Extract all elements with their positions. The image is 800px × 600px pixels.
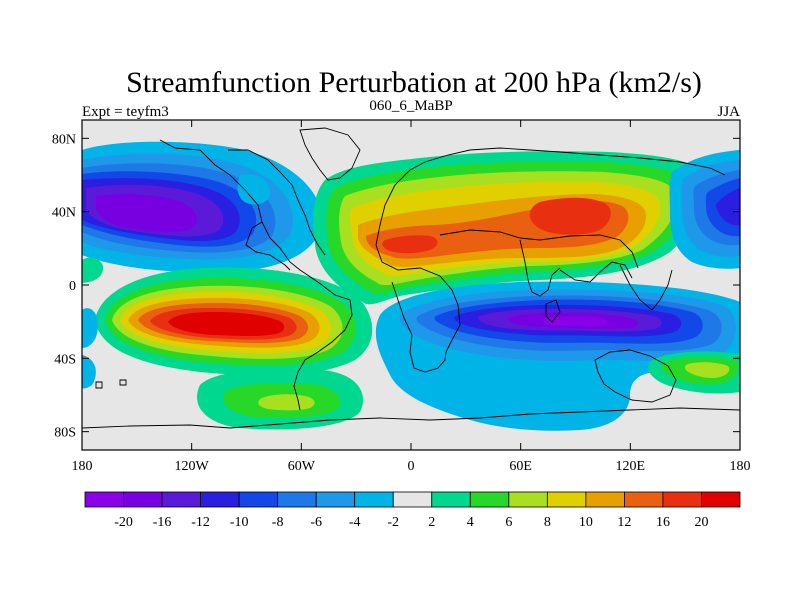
colorbar-label: -8 [272,515,284,530]
colorbar-label: -10 [230,515,249,530]
colorbar-swatch [547,492,586,507]
y-tick-label: 40N [52,206,76,221]
colorbar-label: -2 [387,515,399,530]
streamfunction-chart: Streamfunction Perturbation at 200 hPa (… [0,0,800,600]
colorbar-label: 16 [656,515,670,530]
colorbar-swatch [355,492,394,507]
y-tick-label: 80S [54,426,76,441]
colorbar-label: -6 [310,515,322,530]
y-tick-label: 80N [52,132,76,147]
colorbar-swatch [470,492,509,507]
colorbar-swatch [701,492,740,507]
colorbar-label: 2 [428,515,435,530]
x-tick-label: 120W [175,459,210,474]
colorbar-label: -12 [191,515,210,530]
colorbar-swatch [278,492,317,507]
x-tick-label: 0 [408,459,415,474]
center-label: 060_6_MaBP [369,98,452,114]
x-tick-label: 180 [72,459,93,474]
colorbar-swatch [239,492,278,507]
colorbar-label: -4 [349,515,361,530]
colorbar-label: 4 [467,515,474,530]
southern-ocean-ridge [197,369,363,429]
colorbar-swatch [432,492,471,507]
y-tick-label: 40S [54,352,76,367]
colorbar-swatch [316,492,355,507]
right-label: JJA [717,104,740,120]
colorbar-swatch [624,492,663,507]
colorbar-swatch [124,492,163,507]
chart-title: Streamfunction Perturbation at 200 hPa (… [126,66,702,99]
colorbar-swatch [509,492,548,507]
colorbar-label: 20 [694,515,708,530]
x-tick-label: 120E [616,459,646,474]
colorbar-label: 6 [505,515,512,530]
x-tick-label: 60E [509,459,532,474]
colorbar-swatch [162,492,201,507]
x-tick-label: 60W [288,459,316,474]
colorbar-label: -16 [153,515,172,530]
colorbar-swatch [663,492,702,507]
colorbar-swatch [393,492,432,507]
map-panel [82,120,740,450]
colorbar-swatch [201,492,240,507]
colorbar-label: -20 [114,515,133,530]
x-tick-label: 180 [730,459,751,474]
colorbar: -20 -16 -12 -10 -8 -6 -4 -2 2 4 6 8 10 12 16 20 [85,492,740,530]
y-tick-label: 0 [69,279,76,294]
left-label: Expt = teyfm3 [82,104,169,120]
colorbar-label: 12 [617,515,631,530]
colorbar-label: 8 [544,515,551,530]
west-pacific-low [670,150,741,269]
colorbar-swatch [586,492,625,507]
colorbar-label: 10 [579,515,593,530]
colorbar-swatch [85,492,124,507]
